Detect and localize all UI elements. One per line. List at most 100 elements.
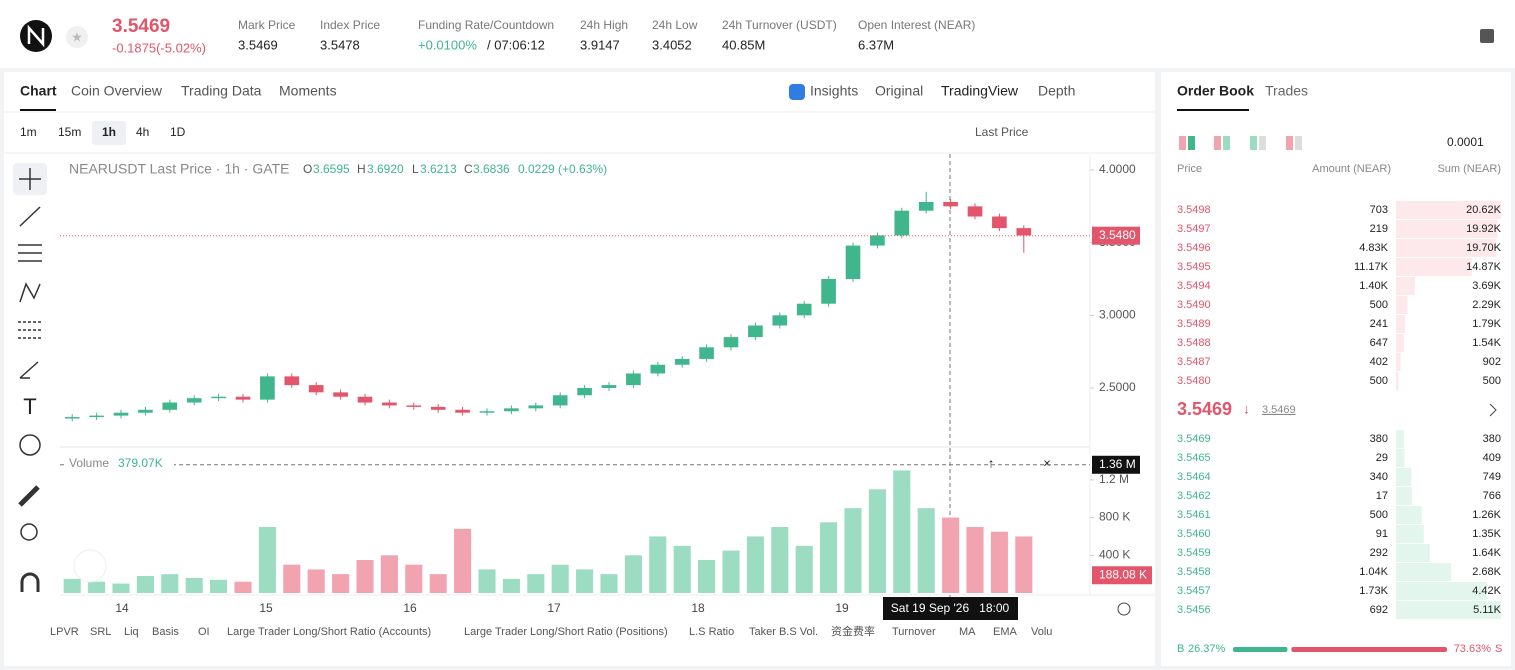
- book-amount: 292: [1370, 547, 1388, 559]
- sell-letter: S: [1495, 643, 1502, 655]
- chart-view[interactable]: TradingView: [941, 83, 1019, 99]
- pane-controls[interactable]: [980, 453, 1090, 475]
- volume-bar: [429, 574, 447, 593]
- book-view-icon[interactable]: [1223, 136, 1230, 150]
- book-sum: 1.35K: [1472, 528, 1501, 540]
- price-source[interactable]: Last Price: [975, 125, 1029, 139]
- interval[interactable]: 1D: [170, 125, 186, 139]
- tool-zoom[interactable]: [20, 523, 38, 541]
- legend-h-label: H: [357, 162, 366, 176]
- menu-icon[interactable]: [1480, 29, 1494, 43]
- date-label: 17: [547, 601, 561, 615]
- book-view-icon[interactable]: [1179, 136, 1186, 150]
- book-view-icon[interactable]: [1286, 136, 1293, 150]
- book-view-icon[interactable]: [1250, 136, 1257, 150]
- indicator-tab[interactable]: SRL: [90, 626, 111, 638]
- favorite-star[interactable]: ★: [71, 29, 83, 44]
- indicator-tab[interactable]: Large Trader Long/Short Ratio (Accounts): [227, 626, 431, 638]
- pane-up[interactable]: ↑: [988, 455, 995, 470]
- chart-view[interactable]: Depth: [1038, 83, 1075, 99]
- indicator-tab[interactable]: Liq: [124, 626, 139, 638]
- tool-fib[interactable]: [18, 321, 42, 339]
- last-volume-label: 188.08 K: [1099, 567, 1147, 581]
- candle-body: [528, 405, 544, 409]
- current-price-box: [1092, 226, 1140, 245]
- axis-settings[interactable]: [1117, 602, 1131, 616]
- volume-tick-label: 1.2 M: [1099, 472, 1129, 486]
- candle-body: [162, 402, 178, 410]
- tool-emoji[interactable]: [19, 434, 41, 456]
- indicator-tab[interactable]: Large Trader Long/Short Ratio (Positions…: [464, 626, 668, 638]
- volume-bar: [527, 574, 545, 593]
- book-tab[interactable]: Trades: [1265, 83, 1308, 99]
- current-price-label: 3.5480: [1099, 228, 1136, 242]
- tool-ruler[interactable]: [18, 485, 40, 507]
- interval[interactable]: 1m: [20, 125, 37, 139]
- book-sum: 409: [1483, 452, 1501, 464]
- tool-line[interactable]: [19, 206, 41, 227]
- tool-magnet[interactable]: [20, 572, 40, 592]
- indicator-tab[interactable]: MA: [959, 626, 976, 638]
- book-price: 3.5457: [1177, 585, 1211, 597]
- volume-bar: [942, 517, 960, 593]
- volume-bar: [600, 574, 618, 593]
- book-precision[interactable]: 0.0001: [1447, 135, 1484, 149]
- volume-bar: [551, 564, 569, 593]
- candle-body: [918, 201, 934, 211]
- candle-body: [699, 347, 714, 359]
- chart-view[interactable]: Insights: [810, 83, 858, 99]
- chart-tab[interactable]: Coin Overview: [71, 83, 163, 99]
- volume-bar: [234, 581, 252, 593]
- interval[interactable]: 15m: [58, 125, 81, 139]
- last-price: 3.5469: [112, 16, 170, 37]
- indicator-tab[interactable]: LPVR: [50, 626, 79, 638]
- book-tab[interactable]: Order Book: [1177, 83, 1254, 99]
- insights-icon[interactable]: [789, 84, 805, 100]
- volume-bar: [795, 545, 813, 593]
- chart-tab[interactable]: Chart: [20, 83, 57, 99]
- indicator-tab[interactable]: 资金费率: [831, 624, 875, 638]
- volume-tick-label: 800 K: [1099, 510, 1130, 524]
- depth-bar: [1396, 258, 1472, 276]
- book-amount: 703: [1370, 204, 1388, 216]
- indicator-tab[interactable]: Basis: [152, 626, 179, 638]
- indicator-tab[interactable]: Turnover: [892, 626, 936, 638]
- chart-view[interactable]: Original: [875, 83, 923, 99]
- book-amount: 29: [1376, 452, 1388, 464]
- book-sum: 1.54K: [1472, 337, 1501, 349]
- candle-body: [1016, 228, 1032, 236]
- interval[interactable]: 1h: [102, 125, 116, 139]
- book-expand[interactable]: [1489, 403, 1497, 417]
- candle-body: [723, 337, 739, 348]
- tool-crosshair[interactable]: [19, 168, 41, 190]
- candle-body: [64, 417, 80, 419]
- indicator-tab[interactable]: Volu: [1031, 626, 1052, 638]
- price-tick-label: 3.0000: [1099, 308, 1136, 322]
- book-view-icon[interactable]: [1295, 136, 1302, 150]
- tool-channel[interactable]: [18, 244, 42, 262]
- candle-body: [626, 373, 641, 386]
- book-view-icon[interactable]: [1259, 136, 1266, 150]
- coin-logo-mark: [27, 24, 45, 48]
- indicator-tab[interactable]: L.S Ratio: [689, 626, 734, 638]
- pane-collapse[interactable]: ×: [1043, 455, 1051, 470]
- chart-panel: [4, 72, 1155, 666]
- indicator-tab[interactable]: EMA: [993, 626, 1018, 638]
- favorite[interactable]: [66, 26, 88, 48]
- tool-pattern[interactable]: [19, 282, 41, 303]
- indicator-tab[interactable]: OI: [198, 626, 210, 638]
- indicator-tab[interactable]: Taker B.S Vol.: [749, 626, 818, 638]
- book-view-icon[interactable]: [1188, 136, 1195, 150]
- book-amount: 500: [1370, 509, 1388, 521]
- book-view-icon[interactable]: [1214, 136, 1221, 150]
- book-sum: 14.87K: [1466, 261, 1502, 273]
- tool-text[interactable]: T: [23, 394, 36, 419]
- depth-bar: [1396, 277, 1415, 295]
- tool-brush[interactable]: [19, 361, 39, 379]
- chart-tab[interactable]: Moments: [279, 83, 337, 99]
- chart-tab[interactable]: Trading Data: [181, 83, 262, 99]
- book-price: 3.5498: [1177, 204, 1211, 216]
- book-sum: 380: [1483, 433, 1501, 445]
- interval[interactable]: 4h: [136, 125, 149, 139]
